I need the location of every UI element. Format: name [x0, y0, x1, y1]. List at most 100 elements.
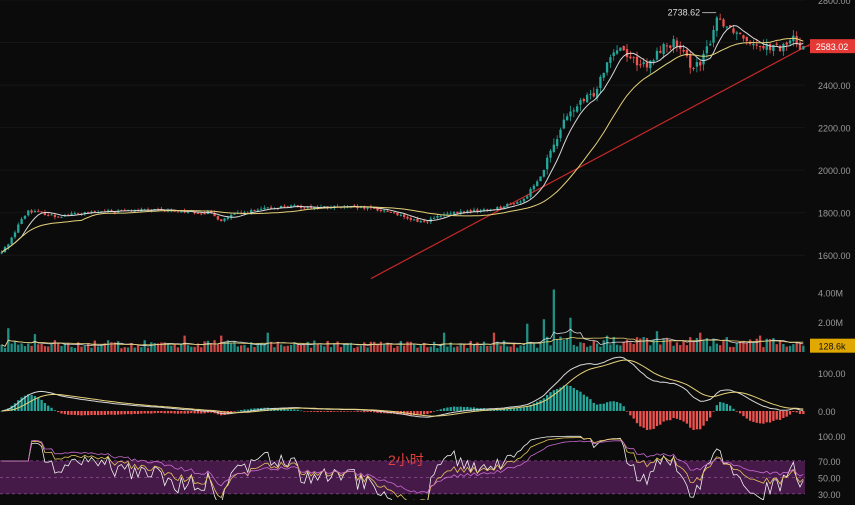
candle-body — [532, 185, 536, 190]
candle-body — [719, 18, 722, 20]
interval-label: 2小时 — [388, 452, 424, 468]
macd-histogram-bar — [356, 411, 359, 412]
macd-histogram-bar — [363, 411, 366, 413]
macd-histogram-bar — [672, 411, 675, 419]
candle-body — [652, 60, 655, 62]
candle — [552, 138, 556, 154]
candle-body — [549, 150, 552, 158]
macd-histogram-bar — [519, 407, 522, 411]
candle — [565, 113, 569, 121]
candle-body — [402, 214, 406, 218]
candle — [745, 36, 748, 45]
candle-body — [705, 46, 709, 54]
candle-body — [266, 207, 269, 209]
rsi-mid-line — [1, 436, 804, 504]
candle — [699, 60, 702, 72]
macd-histogram-bar — [143, 411, 146, 414]
candle-body — [745, 37, 748, 42]
macd-histogram-bar — [436, 410, 439, 411]
candle-body — [223, 218, 226, 222]
macd-histogram-bar — [512, 408, 516, 411]
volume-bar — [462, 343, 466, 352]
volume-bar — [512, 342, 516, 352]
macd-histogram-bar — [452, 406, 456, 411]
candle-body — [546, 157, 549, 170]
candle-body — [785, 42, 788, 45]
candle-body — [0, 252, 3, 254]
macd-histogram-bar — [329, 411, 333, 413]
volume-bar — [499, 345, 502, 352]
candle-body — [383, 210, 386, 212]
candle — [592, 87, 595, 98]
volume-bar — [422, 342, 426, 352]
candle — [629, 51, 632, 60]
candle-body — [216, 216, 220, 220]
macd-histogram-bar — [432, 411, 436, 412]
candle-body — [582, 98, 585, 102]
candle-body — [595, 88, 599, 98]
volume-bar — [728, 346, 732, 352]
volume-bar — [652, 339, 655, 352]
macd-histogram-bar — [20, 397, 23, 411]
macd-histogram-bar — [735, 411, 738, 412]
candle-body — [83, 212, 86, 214]
candle — [758, 45, 762, 52]
volume-bar — [579, 342, 582, 352]
volume-bar — [479, 346, 482, 352]
macd-histogram-bar — [289, 409, 293, 411]
candle — [722, 18, 725, 29]
candle — [765, 38, 768, 56]
macd-histogram-bar — [645, 411, 649, 430]
volume-bar — [319, 344, 323, 352]
candle — [412, 218, 416, 221]
candle — [692, 66, 695, 72]
candle — [512, 202, 516, 206]
candle-body — [416, 218, 419, 222]
candle-body — [476, 209, 479, 212]
candle — [562, 113, 565, 130]
macd-histogram-bar — [669, 411, 672, 421]
volume-bar — [286, 345, 289, 352]
candle — [685, 47, 689, 58]
volume-bar — [193, 346, 196, 352]
candle-body — [93, 211, 96, 213]
macd-histogram-bar — [466, 406, 469, 411]
macd-histogram-bar — [136, 411, 140, 415]
candle-body — [249, 210, 253, 214]
volume-bar — [552, 289, 556, 352]
macd-histogram-bar — [582, 394, 585, 411]
candle-body — [625, 49, 629, 58]
candle-body — [20, 218, 23, 224]
macd-histogram-bar — [409, 411, 412, 416]
candle — [705, 39, 709, 59]
macd-histogram-bar — [702, 411, 705, 426]
volume-bar — [452, 347, 456, 352]
macd-histogram-bar — [146, 411, 150, 414]
candle — [449, 211, 452, 215]
macd-histogram-bar — [609, 401, 612, 411]
trendline-layer — [370, 42, 814, 280]
macd-histogram-bar — [629, 411, 632, 416]
macd-histogram-bar — [206, 411, 210, 413]
volume-bar — [346, 343, 349, 352]
macd-histogram-bar — [722, 402, 725, 411]
candle — [752, 39, 755, 50]
macd-histogram-bar — [442, 408, 446, 411]
macd-histogram-bar — [200, 411, 203, 414]
macd-histogram-bar — [462, 407, 466, 411]
macd-histogram-bar — [333, 411, 336, 412]
volume-bar — [456, 346, 459, 352]
macd-histogram-bar — [546, 394, 549, 411]
macd-histogram-bar — [303, 411, 306, 412]
macd-histogram-bar — [373, 411, 376, 413]
candle — [732, 25, 735, 35]
macd-histogram-bar — [619, 403, 622, 411]
candle — [782, 42, 785, 56]
candle-body — [462, 211, 466, 213]
candle-body — [259, 208, 263, 210]
candle — [176, 211, 180, 213]
macd-histogram-bar — [592, 402, 595, 411]
candle-body — [589, 93, 592, 95]
